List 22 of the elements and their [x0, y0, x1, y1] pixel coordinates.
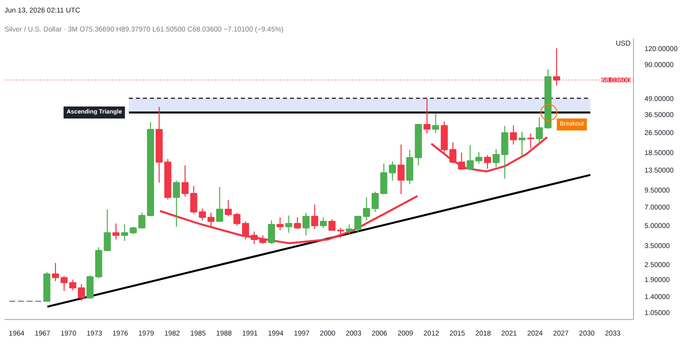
candlestick	[466, 144, 474, 170]
candlestick	[104, 208, 111, 252]
candlestick	[285, 214, 292, 234]
candlestick	[320, 216, 327, 228]
candlestick	[518, 131, 526, 156]
candlestick	[302, 212, 310, 236]
candlestick	[406, 149, 414, 185]
candlestick	[112, 222, 120, 240]
candlestick	[268, 220, 276, 244]
candlestick	[432, 112, 440, 134]
line-series	[159, 195, 418, 244]
candlestick	[510, 124, 517, 145]
candlestick	[311, 204, 318, 230]
candlestick	[294, 216, 301, 230]
candlestick	[475, 152, 482, 164]
candlestick	[216, 186, 224, 222]
candlestick	[553, 48, 560, 86]
candlestick	[484, 154, 492, 170]
candlestick	[276, 216, 284, 231]
candlestick	[398, 144, 405, 195]
candlestick	[172, 180, 180, 228]
candlestick	[423, 98, 431, 134]
